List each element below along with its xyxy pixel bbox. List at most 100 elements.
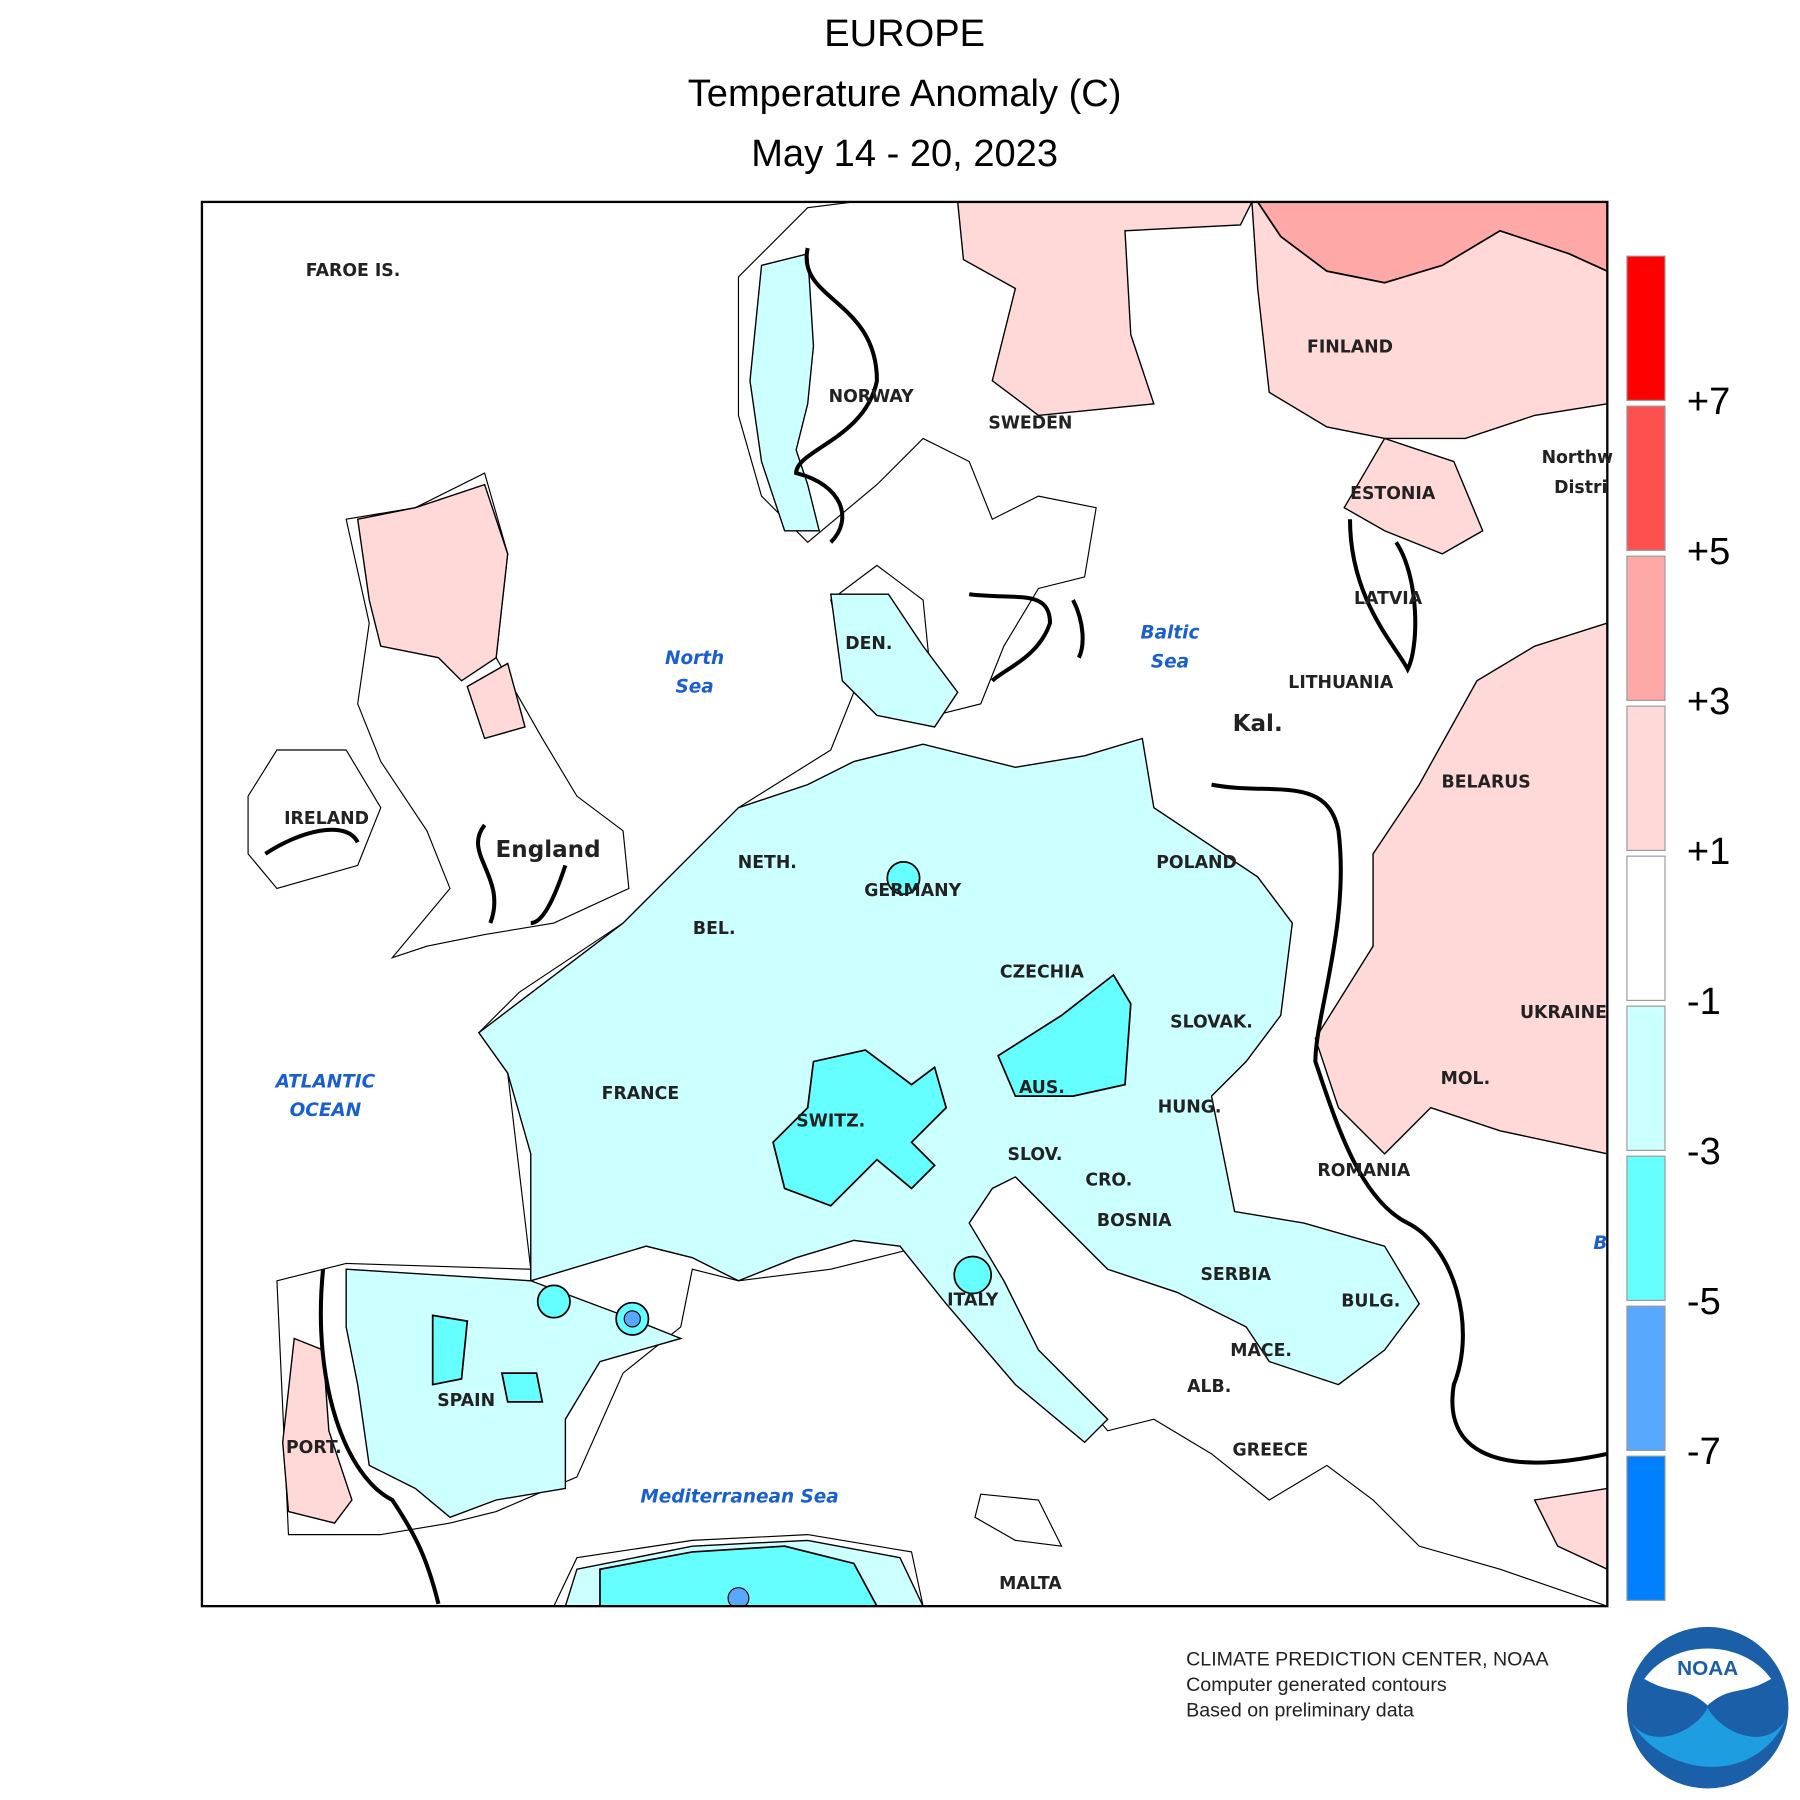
- contour: [264, 823, 568, 926]
- land: [247, 749, 382, 890]
- colorbar-swatch: [1626, 1455, 1666, 1601]
- place-label: GERMANY: [864, 881, 961, 901]
- place-label: ALB.: [1187, 1377, 1231, 1397]
- colorbar-label: +5: [1687, 531, 1730, 573]
- contour: [318, 1269, 441, 1605]
- cool-anomaly: [772, 1049, 948, 1207]
- cool-anomaly: [996, 973, 1132, 1098]
- date-range: May 14 - 20, 2023: [751, 133, 1058, 175]
- cool-anomaly: [536, 1284, 571, 1319]
- place-label: England: [496, 837, 601, 863]
- place-label: MOL.: [1441, 1069, 1491, 1089]
- place-label: BOSNIA: [1097, 1211, 1172, 1231]
- colorbar-swatch: [1626, 1155, 1666, 1301]
- colorbar: +7 +5 +3 +1 -1 -3 -5 -7: [1626, 255, 1730, 1601]
- place-label: POLAND: [1156, 853, 1237, 873]
- map-frame: [200, 200, 1609, 1608]
- place-label: SLOVAK.: [1170, 1012, 1253, 1032]
- colorbar-label: -1: [1687, 981, 1721, 1023]
- noaa-logo: NOAA: [1626, 1626, 1789, 1789]
- warm-anomaly: [1343, 437, 1484, 555]
- credit: Computer generated contours: [1186, 1674, 1447, 1696]
- colorbar-swatch: [1626, 1005, 1666, 1151]
- warm-anomaly: [1533, 1487, 1608, 1570]
- colorbar-swatch: [1626, 555, 1666, 701]
- place-label: CRO.: [1085, 1170, 1132, 1190]
- figure: EUROPE Temperature Anomaly (C) May 14 - …: [200, 13, 1789, 1789]
- place-label: FAROE IS.: [306, 261, 401, 281]
- colorbar-label: +3: [1687, 681, 1730, 723]
- place-label: BEL.: [693, 919, 736, 939]
- logo-wave: [1629, 1707, 1787, 1767]
- place-label: Distri: [1554, 478, 1607, 498]
- contour: [794, 247, 879, 544]
- place-label: LITHUANIA: [1288, 673, 1394, 693]
- sea-label: North: [665, 648, 724, 669]
- warm-anomaly: [1256, 201, 1608, 284]
- colorbar-swatch: [1626, 1305, 1666, 1451]
- sea-label: Sea: [675, 677, 713, 698]
- sea-label: Sea: [1151, 651, 1189, 672]
- place-label: SWITZ.: [796, 1112, 865, 1132]
- colorbar-swatch: [1626, 855, 1666, 1001]
- place-label: PORT.: [286, 1438, 342, 1458]
- map: [201, 201, 1608, 1607]
- place-label: BULG.: [1341, 1292, 1400, 1312]
- colorbar-label: -3: [1687, 1131, 1721, 1173]
- title: EUROPE: [824, 13, 985, 55]
- place-label: SLOV.: [1008, 1145, 1063, 1165]
- logo-text: NOAA: [1677, 1657, 1738, 1680]
- place-label: NORWAY: [829, 387, 915, 407]
- sea-label: Mediterranean Sea: [640, 1487, 838, 1508]
- cool-anomaly: [727, 1587, 750, 1607]
- colorbar-label: -5: [1687, 1281, 1721, 1323]
- place-label: Kal.: [1233, 711, 1283, 737]
- place-label: FRANCE: [602, 1084, 680, 1104]
- sea-label: ATLANTIC: [274, 1071, 376, 1092]
- cool-anomaly: [477, 737, 1421, 1444]
- sea-label: OCEAN: [290, 1100, 362, 1121]
- place-label: CZECHIA: [1000, 963, 1085, 983]
- cool-anomaly: [623, 1310, 641, 1328]
- place-label: SERBIA: [1200, 1265, 1271, 1285]
- sea-label: Baltic: [1141, 622, 1200, 643]
- credit: Based on preliminary data: [1186, 1699, 1414, 1721]
- place-label: AUS.: [1019, 1078, 1065, 1098]
- warm-anomaly: [1314, 622, 1608, 1155]
- place-label: NETH.: [738, 853, 797, 873]
- cool-anomaly: [829, 593, 959, 728]
- cool-anomaly: [431, 1314, 469, 1386]
- contour: [1347, 519, 1418, 674]
- subtitle: Temperature Anomaly (C): [688, 73, 1122, 115]
- colorbar-swatch: [1626, 255, 1666, 401]
- colorbar-label: +7: [1687, 381, 1730, 423]
- colorbar-swatch: [1626, 705, 1666, 851]
- map-labels: FAROE IS. NORWAY SWEDEN FINLAND Northw D…: [274, 261, 1613, 1594]
- cool-anomaly: [599, 1545, 878, 1607]
- place-label: MACE.: [1230, 1341, 1292, 1361]
- warm-anomaly: [356, 483, 509, 682]
- logo-gull: [1644, 1648, 1772, 1706]
- colorbar-swatch: [1626, 405, 1666, 551]
- place-label: HUNG.: [1158, 1098, 1222, 1118]
- place-label: ESTONIA: [1350, 484, 1436, 504]
- place-label: ROMANIA: [1317, 1161, 1411, 1181]
- warm-anomaly: [853, 201, 1253, 417]
- cool-anomaly: [749, 252, 821, 532]
- place-label: SPAIN: [437, 1391, 495, 1411]
- place-label: Northw: [1542, 448, 1613, 468]
- credit: CLIMATE PREDICTION CENTER, NOAA: [1186, 1649, 1549, 1671]
- place-label: SWEDEN: [988, 413, 1072, 433]
- cool-anomaly: [500, 1372, 544, 1403]
- place-label: MALTA: [999, 1574, 1062, 1594]
- contour: [968, 592, 1085, 683]
- colorbar-label: -7: [1687, 1431, 1721, 1473]
- place-label: ITALY: [947, 1290, 999, 1310]
- cool-anomaly: [886, 861, 921, 896]
- place-label: BELARUS: [1442, 772, 1531, 792]
- place-label: IRELAND: [284, 809, 369, 829]
- cool-anomaly: [953, 1255, 993, 1295]
- place-label: LATVIA: [1354, 589, 1423, 609]
- place-label: UKRAINE: [1520, 1003, 1607, 1023]
